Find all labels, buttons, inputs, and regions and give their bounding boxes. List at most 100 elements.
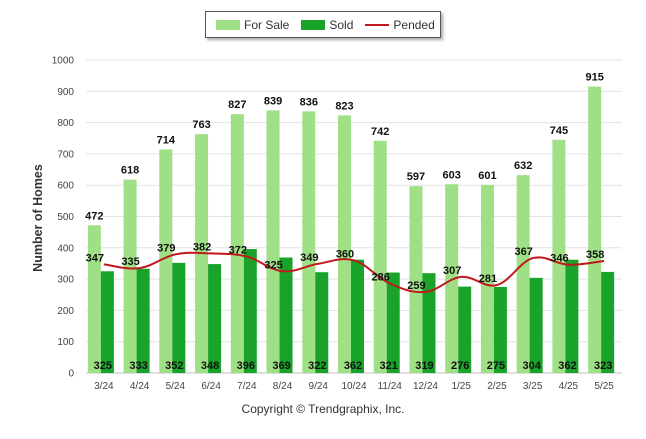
legend-swatch-for-sale — [216, 19, 240, 30]
data-label-sold: 304 — [522, 360, 541, 372]
data-label-sold: 369 — [272, 360, 290, 372]
data-label-for-sale: 763 — [192, 119, 210, 131]
data-label-for-sale: 597 — [407, 171, 425, 183]
bar-sold — [315, 272, 329, 373]
x-tick-label: 8/24 — [273, 381, 293, 392]
data-label-sold: 276 — [451, 360, 469, 372]
data-label-sold: 362 — [558, 360, 576, 372]
data-label-for-sale: 632 — [514, 160, 532, 172]
data-label-pended: 372 — [229, 245, 247, 257]
x-tick-label: 4/25 — [559, 381, 579, 392]
x-tick-label: 10/24 — [341, 381, 366, 392]
y-tick-label: 1000 — [52, 56, 75, 67]
data-label-sold: 362 — [344, 360, 362, 372]
data-label-for-sale: 827 — [228, 99, 246, 111]
bar-sold — [243, 249, 257, 373]
bar-sold — [529, 277, 543, 373]
data-label-sold: 322 — [308, 360, 326, 372]
x-tick-label: 7/24 — [237, 381, 257, 392]
y-tick-label: 100 — [57, 337, 74, 348]
bar-for-sale — [159, 149, 173, 373]
x-tick-label: 9/24 — [309, 381, 329, 392]
bar-for-sale — [338, 115, 351, 373]
legend-item-for-sale: For Sale — [216, 18, 289, 32]
data-label-for-sale: 836 — [300, 96, 318, 108]
data-label-for-sale: 601 — [478, 170, 496, 182]
bar-sold — [458, 286, 472, 373]
pended-line — [103, 251, 605, 294]
x-tick-label: 3/25 — [523, 381, 543, 392]
bar-sold — [386, 272, 400, 373]
data-label-for-sale: 823 — [335, 100, 353, 112]
legend-label-for-sale: For Sale — [244, 17, 290, 32]
data-label-for-sale: 472 — [85, 210, 103, 222]
data-label-for-sale: 915 — [585, 72, 603, 84]
data-label-pended: 286 — [372, 271, 390, 283]
y-tick-label: 600 — [57, 181, 74, 192]
data-label-pended: 360 — [336, 248, 354, 260]
bar-for-sale — [409, 186, 423, 373]
legend-swatch-sold — [301, 19, 326, 30]
x-tick-label: 5/24 — [166, 381, 186, 392]
legend-label-sold: Sold — [329, 17, 354, 32]
data-label-pended: 379 — [157, 242, 175, 254]
data-label-for-sale: 714 — [157, 135, 176, 147]
data-label-pended: 335 — [121, 256, 139, 268]
bar-sold — [601, 271, 615, 373]
data-label-sold: 275 — [487, 360, 505, 372]
x-tick-label: 5/25 — [594, 381, 614, 392]
data-label-pended: 358 — [586, 249, 604, 261]
bar-for-sale — [373, 140, 387, 373]
bar-sold — [172, 262, 186, 373]
bar-for-sale — [516, 175, 530, 373]
data-label-sold: 319 — [415, 360, 433, 372]
bar-for-sale — [302, 111, 316, 373]
y-tick-label: 300 — [57, 275, 74, 286]
data-label-for-sale: 839 — [264, 95, 282, 107]
bar-sold — [136, 268, 150, 373]
copyright-footer: Copyright © Trendgraphix, Inc. — [241, 402, 405, 416]
bar-for-sale — [230, 114, 244, 374]
data-label-sold: 333 — [129, 360, 147, 372]
bar-for-sale — [123, 179, 137, 373]
x-tick-label: 1/25 — [451, 381, 471, 392]
bar-sold — [351, 259, 364, 373]
y-tick-label: 900 — [57, 87, 74, 98]
bar-for-sale — [87, 225, 101, 373]
bar-sold — [493, 286, 507, 373]
data-label-pended: 349 — [300, 252, 318, 264]
bar-for-sale — [480, 184, 494, 373]
legend-swatch-pended — [365, 23, 390, 26]
y-tick-label: 500 — [57, 212, 74, 223]
x-tick-label: 6/24 — [201, 381, 221, 392]
bar-for-sale — [552, 139, 566, 373]
data-label-sold: 323 — [594, 360, 612, 372]
bar-for-sale — [588, 86, 602, 373]
bar-sold — [100, 271, 114, 373]
bar-sold — [422, 273, 436, 373]
x-tick-label: 12/24 — [413, 381, 438, 392]
y-tick-label: 800 — [57, 118, 74, 129]
data-label-sold: 325 — [94, 360, 112, 372]
legend-item-sold: Sold — [301, 18, 353, 32]
data-label-sold: 348 — [201, 360, 219, 372]
legend: For Sale Sold Pended — [205, 11, 441, 38]
bar-sold — [565, 259, 579, 373]
bar-sold — [208, 264, 222, 373]
data-label-pended: 347 — [86, 252, 104, 264]
data-label-for-sale: 603 — [443, 169, 461, 181]
legend-label-pended: Pended — [393, 17, 435, 32]
data-label-sold: 352 — [165, 360, 183, 372]
bar-sold — [279, 257, 293, 373]
y-tick-label: 400 — [57, 243, 74, 254]
y-tick-label: 0 — [68, 369, 74, 380]
bar-for-sale — [445, 184, 459, 373]
x-tick-label: 11/24 — [378, 381, 403, 392]
data-label-pended: 259 — [407, 280, 425, 292]
data-label-pended: 367 — [514, 246, 532, 258]
data-label-for-sale: 618 — [121, 165, 139, 177]
y-axis-title: Number of Homes — [31, 164, 45, 272]
legend-item-pended: Pended — [365, 17, 435, 32]
